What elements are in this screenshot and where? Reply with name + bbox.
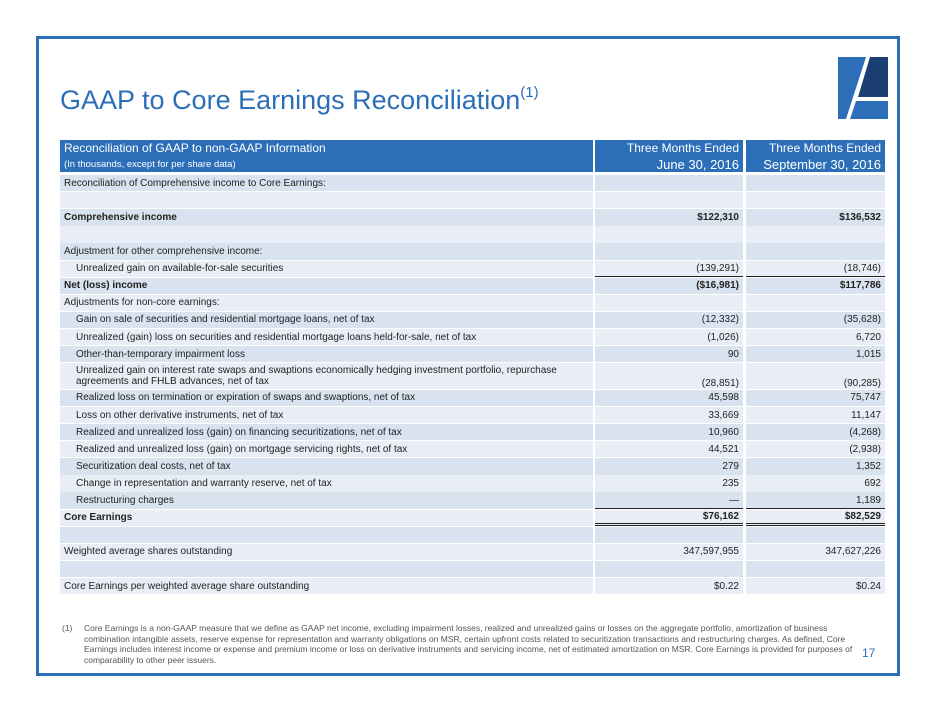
value-cell: 75,747 (746, 389, 885, 407)
header-line: September 30, 2016 (763, 157, 881, 172)
value-cell: (28,851) (595, 363, 743, 390)
label-cell: Gain on sale of securities and residenti… (60, 311, 593, 329)
value-cell: (139,291) (595, 260, 743, 277)
value-cell: 347,627,226 (746, 543, 885, 561)
header-line: Three Months Ended (768, 141, 881, 155)
label-cell: Realized and unrealized loss (gain) on f… (60, 424, 593, 441)
title-superscript: (1) (520, 84, 539, 101)
label-cell: Adjustments for non-core earnings: (60, 294, 593, 312)
value-cell: 33,669 (595, 406, 743, 424)
value-cell: $76,162 (595, 509, 743, 526)
value-cell (746, 243, 885, 260)
value-cell: (18,746) (746, 260, 885, 277)
label-cell: Realized and unrealized loss (gain) on m… (60, 441, 593, 458)
label-cell: Net (loss) income (60, 277, 593, 294)
page-number: 17 (862, 646, 876, 660)
value-cell (595, 560, 743, 578)
label-cell: Reconciliation of Comprehensive income t… (60, 175, 593, 192)
footnote-marker: (1) (62, 623, 73, 633)
value-cell: 347,597,955 (595, 543, 743, 561)
value-cell (595, 226, 743, 243)
header-line: Three Months Ended (626, 141, 739, 155)
label-cell: Core Earnings per weighted average share… (60, 577, 593, 595)
value-cell: 1,352 (746, 458, 885, 475)
value-cell: 10,960 (595, 424, 743, 441)
label-cell: Other-than-temporary impairment loss (60, 346, 593, 363)
value-cell: 1,015 (746, 346, 885, 363)
label-cell (60, 526, 593, 543)
value-cell (595, 243, 743, 260)
value-cell: $0.24 (746, 577, 885, 595)
value-cell: $122,310 (595, 209, 743, 226)
value-cell: (35,628) (746, 311, 885, 329)
label-cell: Core Earnings (60, 509, 593, 526)
label-cell (60, 560, 593, 578)
label-cell: Unrealized gain on available-for-sale se… (60, 260, 593, 277)
value-cell: 6,720 (746, 328, 885, 346)
header-line: (In thousands, except for per share data… (64, 159, 236, 170)
value-cell (746, 294, 885, 312)
value-cell (746, 226, 885, 243)
value-cell (746, 175, 885, 192)
label-cell (60, 192, 593, 209)
value-cell: (2,938) (746, 441, 885, 458)
value-cell: 44,521 (595, 441, 743, 458)
value-cell: (4,268) (746, 424, 885, 441)
value-cell: $117,786 (746, 277, 885, 294)
value-cell: 45,598 (595, 389, 743, 407)
value-cell: $0.22 (595, 577, 743, 595)
value-cell: $136,532 (746, 209, 885, 226)
label-cell: Realized loss on termination or expirati… (60, 389, 593, 407)
header-line: June 30, 2016 (656, 157, 739, 172)
value-cell: (1,026) (595, 328, 743, 346)
value-cell: (90,285) (746, 363, 885, 390)
column-header: Three Months Ended June 30, 2016 (595, 140, 743, 172)
label-cell: Comprehensive income (60, 209, 593, 226)
label-cell: Adjustment for other comprehensive incom… (60, 243, 593, 260)
value-cell: 11,147 (746, 406, 885, 424)
label-cell: Unrealized (gain) loss on securities and… (60, 328, 593, 346)
slide-frame (36, 36, 900, 676)
value-cell (595, 192, 743, 209)
label-cell: Change in representation and warranty re… (60, 475, 593, 492)
value-cell (746, 192, 885, 209)
footnote: Core Earnings is a non-GAAP measure that… (84, 623, 853, 665)
label-cell: Loss on other derivative instruments, ne… (60, 406, 593, 424)
value-cell: 1,189 (746, 492, 885, 509)
value-cell (746, 526, 885, 543)
value-cell: $82,529 (746, 509, 885, 526)
title-text: GAAP to Core Earnings Reconciliation (60, 85, 521, 115)
label-cell: Restructuring charges (60, 492, 593, 509)
value-cell: ($16,981) (595, 277, 743, 294)
value-cell (595, 175, 743, 192)
label-cell: Weighted average shares outstanding (60, 543, 593, 561)
column-header: Reconciliation of GAAP to non-GAAP Infor… (60, 140, 593, 172)
value-cell (595, 294, 743, 312)
value-cell: 279 (595, 458, 743, 475)
value-cell: (12,332) (595, 311, 743, 329)
value-cell (746, 560, 885, 578)
label-cell (60, 226, 593, 243)
value-cell (595, 526, 743, 543)
column-header: Three Months Ended September 30, 2016 (746, 140, 885, 172)
value-cell: 235 (595, 475, 743, 492)
logo (838, 57, 888, 119)
slide-title: GAAP to Core Earnings Reconciliation(1) (60, 84, 539, 116)
value-cell: — (595, 492, 743, 509)
header-line: Reconciliation of GAAP to non-GAAP Infor… (64, 141, 326, 155)
value-cell: 692 (746, 475, 885, 492)
label-cell: Unrealized gain on interest rate swaps a… (60, 363, 593, 390)
value-cell: 90 (595, 346, 743, 363)
label-cell: Securitization deal costs, net of tax (60, 458, 593, 475)
